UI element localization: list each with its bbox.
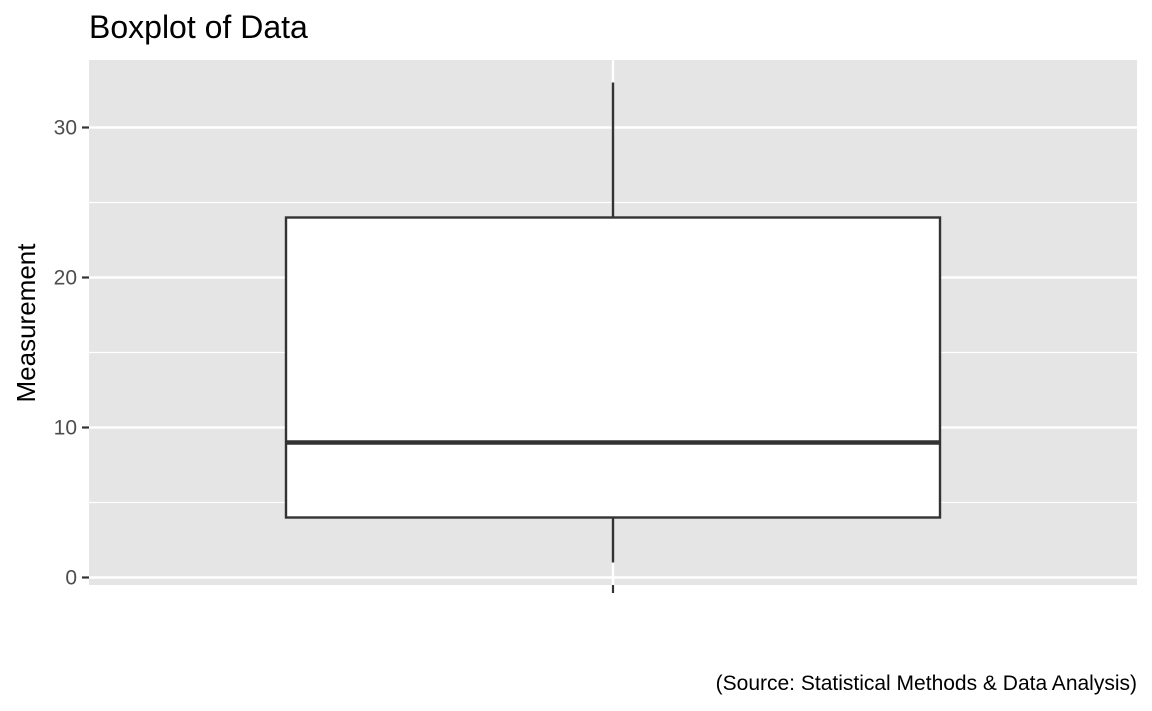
- y-axis: 0 10 20 30: [54, 117, 89, 590]
- source-caption: (Source: Statistical Methods & Data Anal…: [716, 672, 1137, 695]
- y-axis-label: Measurement: [11, 243, 41, 403]
- boxplot: [284, 82, 942, 563]
- y-tick-label: 20: [54, 267, 77, 290]
- y-tick-label: 0: [65, 567, 77, 590]
- iqr-box: [284, 216, 942, 519]
- chart-title: Boxplot of Data: [89, 9, 308, 45]
- y-tick-label: 30: [54, 117, 77, 140]
- y-tick-label: 10: [54, 417, 77, 440]
